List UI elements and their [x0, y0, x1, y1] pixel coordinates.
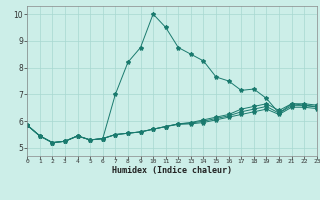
X-axis label: Humidex (Indice chaleur): Humidex (Indice chaleur) — [112, 166, 232, 175]
